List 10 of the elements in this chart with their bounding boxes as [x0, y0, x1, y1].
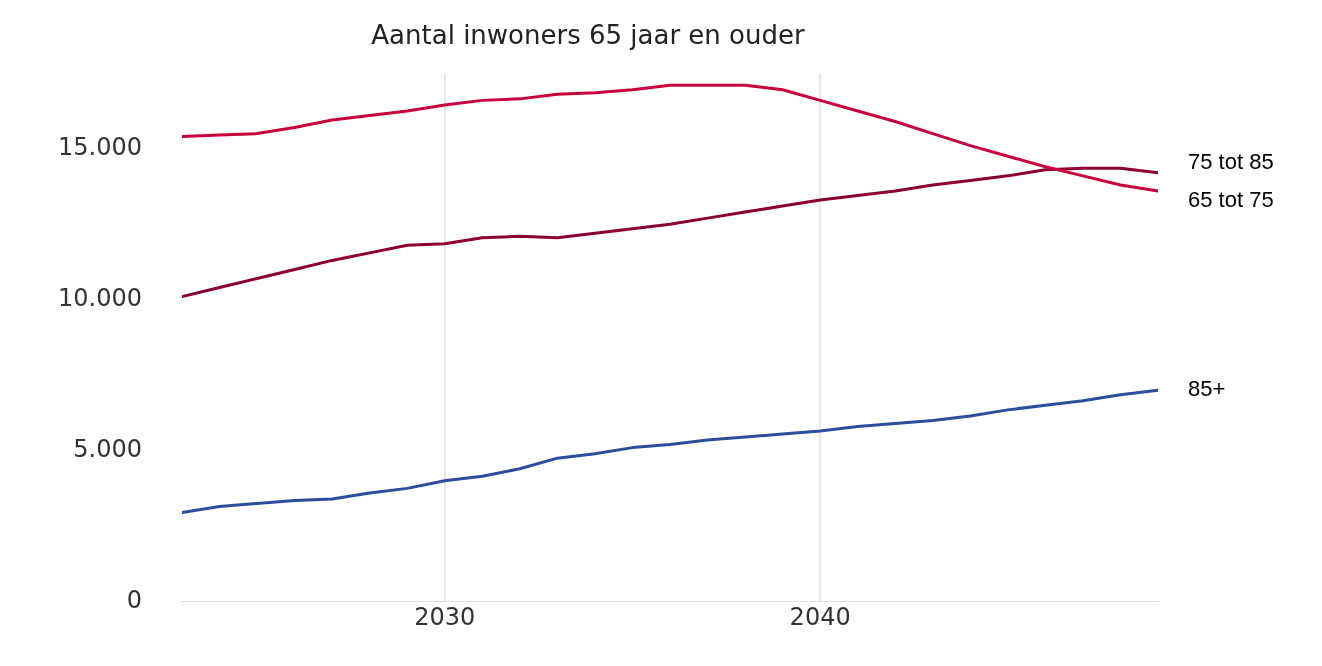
chart-title: Aantal inwoners 65 jaar en ouder — [371, 20, 805, 51]
y-tick-label: 15.000 — [57, 132, 142, 161]
y-tick-label: 5.000 — [73, 434, 142, 463]
x-tick-label: 2040 — [789, 603, 851, 632]
series-label: 75 tot 85 — [1188, 148, 1274, 174]
y-tick-label: 0 — [126, 585, 142, 614]
series-label: 85+ — [1188, 376, 1226, 402]
series-label: 65 tot 75 — [1188, 186, 1274, 212]
x-tick-label: 2030 — [414, 603, 476, 632]
y-tick-label: 10.000 — [57, 283, 142, 312]
